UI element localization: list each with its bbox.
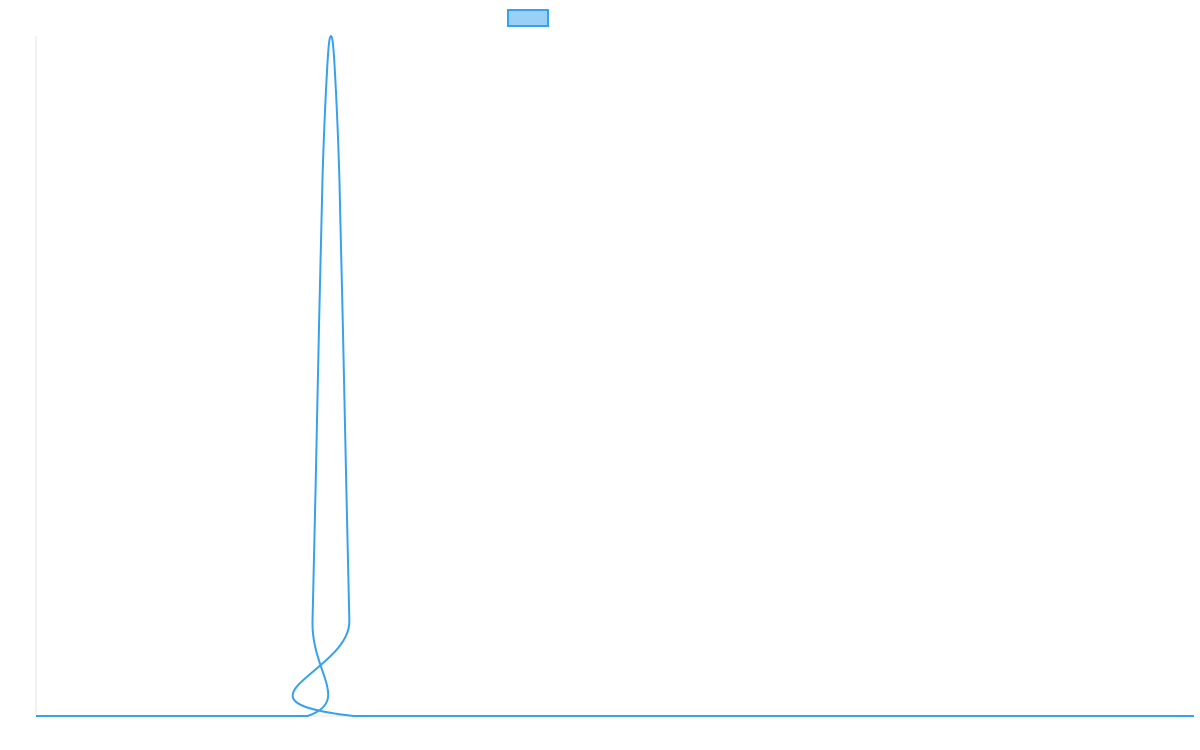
legend[interactable] xyxy=(507,9,549,27)
series-group xyxy=(36,35,1194,718)
series-line xyxy=(36,35,1194,718)
legend-swatch[interactable] xyxy=(507,9,549,27)
